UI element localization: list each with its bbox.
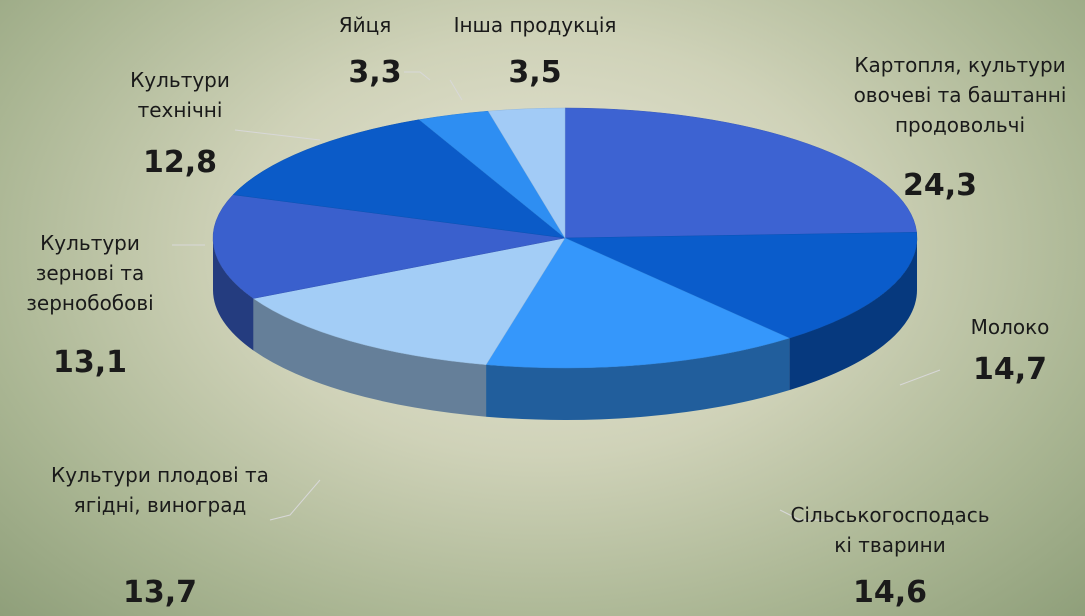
category-label: Картопля, культури овочеві та баштанні п… bbox=[825, 50, 1085, 140]
category-label: Молоко bbox=[930, 312, 1085, 342]
category-label: Культури технічні bbox=[110, 65, 250, 125]
value-label: 14,6 bbox=[853, 575, 927, 610]
page: (() => { const data = JSON.parse(documen… bbox=[0, 0, 1085, 616]
category-label: Інша продукція bbox=[435, 10, 635, 40]
value-label: 24,3 bbox=[903, 168, 977, 203]
value-label: 3,5 bbox=[508, 55, 561, 90]
pie-tops bbox=[213, 108, 917, 368]
value-label: 14,7 bbox=[973, 352, 1047, 387]
category-label: Сільськогосподаські тварини bbox=[790, 500, 990, 560]
value-label: 13,7 bbox=[123, 575, 197, 610]
category-label: Яйця bbox=[325, 10, 405, 40]
category-label: Культури зернові та зернобобові bbox=[0, 228, 180, 318]
leader-line bbox=[450, 80, 462, 100]
leader-line bbox=[404, 72, 430, 80]
value-label: 3,3 bbox=[348, 55, 401, 90]
value-label: 13,1 bbox=[53, 345, 127, 380]
value-label: 12,8 bbox=[143, 145, 217, 180]
leader-line bbox=[900, 370, 940, 385]
leader-line bbox=[235, 130, 320, 140]
category-label: Культури плодові та ягідні, виноград bbox=[35, 460, 285, 520]
